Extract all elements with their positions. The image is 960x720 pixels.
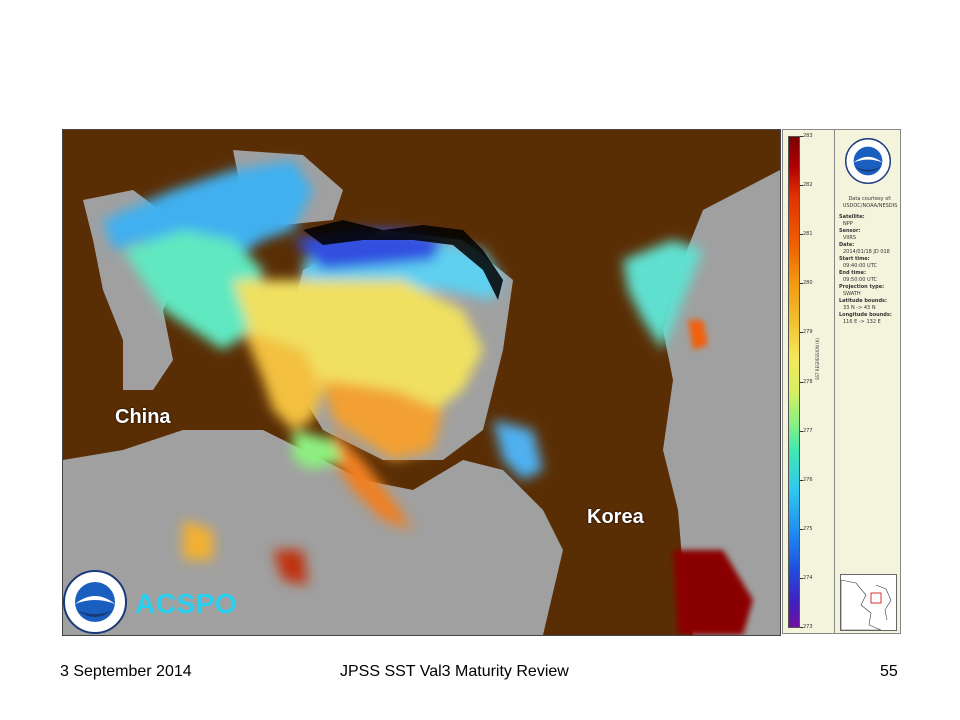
colorbar-tick-label: 277 (803, 427, 813, 434)
footer-title: JPSS SST Val3 Maturity Review (340, 663, 569, 680)
latitude-label: Latitude bounds: (839, 298, 888, 304)
noaa-logo-icon (63, 570, 127, 634)
start-time: 09:40:00 UTC (843, 263, 877, 269)
colorbar-tick-label: 281 (803, 231, 813, 238)
colorbar-tick-label: 283 (803, 133, 813, 139)
end-time-label: End time: (839, 270, 866, 276)
colorbar-tick-mark (800, 577, 803, 579)
date: 2014/01/18 JD 018 (843, 249, 890, 255)
projection: SWATH (843, 291, 861, 297)
satellite-label: Satellite: (839, 214, 865, 220)
colorbar-label: SST REGRESSION (K) (815, 338, 820, 380)
colorbar-tick-label: 279 (803, 329, 813, 336)
colorbar-tick-mark (800, 381, 803, 383)
colorbar-tick-label: 280 (803, 280, 813, 287)
colorbar-tick-mark (800, 185, 803, 187)
sensor-label: Sensor: (839, 228, 861, 234)
colorbar-tick-label: 276 (803, 476, 813, 483)
colorbar-tick-label: 273 (803, 624, 813, 630)
colorbar-tick-mark (800, 332, 803, 334)
latitude-bounds: 33 N -> 43 N (843, 305, 876, 311)
colorbar-tick-label: 278 (803, 378, 813, 385)
colorbar-tick-mark (800, 528, 803, 530)
colorbar-tick-label: 275 (803, 525, 813, 532)
noaa-logo-icon (845, 138, 891, 184)
colorbar-tick-mark (800, 430, 803, 432)
start-time-label: Start time: (839, 256, 870, 262)
colorbar-panel: 283 282 281 280 279 278 277 276 275 274 273 SST RE… (782, 129, 836, 634)
colorbar-tick-mark (800, 627, 803, 628)
date-label: Date: (839, 242, 855, 248)
data-courtesy-label: Data courtesy of: (848, 196, 892, 202)
satellite: NPP (843, 221, 853, 227)
metadata-text: Data courtesy of: USDOC/NOAA/NESDIS Sate… (839, 196, 901, 326)
footer-date: 3 September 2014 (60, 663, 192, 680)
locator-minimap (840, 574, 897, 631)
sst-dark-patches (673, 320, 753, 635)
sst-map: China Korea ACSPO (62, 129, 781, 636)
sst-map-image (63, 130, 780, 635)
colorbar-tick-mark (800, 234, 803, 236)
end-time: 09:50:00 UTC (843, 277, 877, 283)
colorbar-tick-label: 282 (803, 182, 813, 189)
colorbar-tick-mark (800, 283, 803, 285)
colorbar-tick-mark (800, 136, 803, 137)
sensor: VIIRS (843, 235, 857, 241)
colorbar-tick-label: 274 (803, 574, 813, 581)
footer-page-number: 55 (880, 663, 898, 680)
colorbar (788, 136, 800, 628)
ice-edge (303, 220, 503, 300)
data-courtesy: USDOC/NOAA/NESDIS (842, 203, 898, 209)
info-panel: Data courtesy of: USDOC/NOAA/NESDIS Sate… (834, 129, 901, 634)
projection-label: Projection type: (839, 284, 885, 290)
product-label: ACSPO (135, 588, 238, 619)
longitude-bounds: 116 E -> 132 E (843, 319, 881, 325)
longitude-label: Longitude bounds: (839, 312, 892, 318)
colorbar-tick-mark (800, 479, 803, 481)
label-korea: Korea (587, 506, 644, 528)
label-china: China (115, 406, 171, 428)
